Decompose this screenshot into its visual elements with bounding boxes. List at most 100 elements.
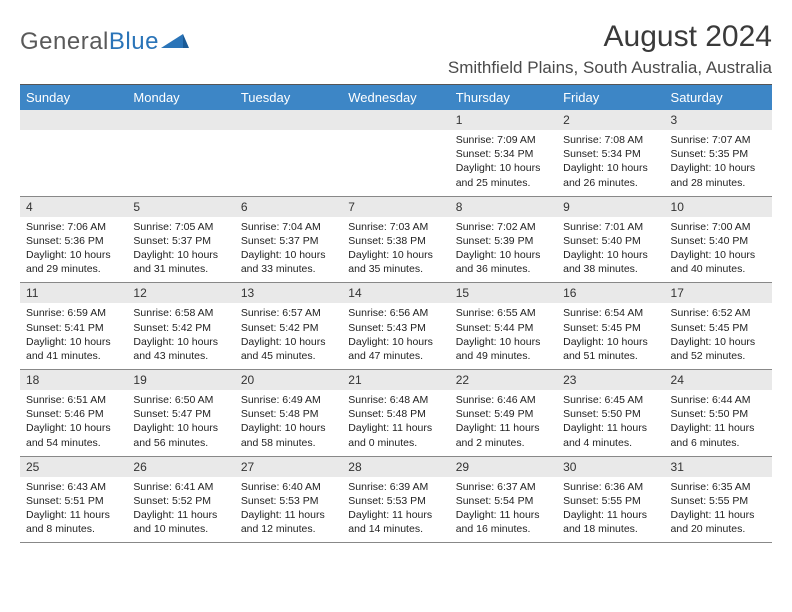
day-number: 1 [450,110,557,130]
calendar-day-cell: 26Sunrise: 6:41 AMSunset: 5:52 PMDayligh… [127,456,234,543]
day-number: 24 [665,370,772,390]
calendar-table: SundayMondayTuesdayWednesdayThursdayFrid… [20,85,772,543]
day-number: 4 [20,197,127,217]
day-number: 21 [342,370,449,390]
day-number: 19 [127,370,234,390]
header: GeneralBlue August 2024 Smithfield Plain… [20,20,772,78]
day-data: Sunrise: 7:07 AMSunset: 5:35 PMDaylight:… [665,130,772,196]
day-number: 31 [665,457,772,477]
month-title: August 2024 [448,20,772,54]
calendar-day-cell: 16Sunrise: 6:54 AMSunset: 5:45 PMDayligh… [557,283,664,370]
day-data: Sunrise: 6:48 AMSunset: 5:48 PMDaylight:… [342,390,449,456]
day-data: Sunrise: 6:46 AMSunset: 5:49 PMDaylight:… [450,390,557,456]
day-number: 18 [20,370,127,390]
logo-triangle-icon [161,30,189,55]
day-number: 12 [127,283,234,303]
day-data: Sunrise: 6:35 AMSunset: 5:55 PMDaylight:… [665,477,772,543]
calendar-day-cell: 28Sunrise: 6:39 AMSunset: 5:53 PMDayligh… [342,456,449,543]
calendar-day-cell: 11Sunrise: 6:59 AMSunset: 5:41 PMDayligh… [20,283,127,370]
day-data: Sunrise: 6:45 AMSunset: 5:50 PMDaylight:… [557,390,664,456]
day-data: Sunrise: 7:02 AMSunset: 5:39 PMDaylight:… [450,217,557,283]
logo-text-general: General [20,28,109,55]
day-data: Sunrise: 6:57 AMSunset: 5:42 PMDaylight:… [235,303,342,369]
day-number: 26 [127,457,234,477]
location: Smithfield Plains, South Australia, Aust… [448,58,772,78]
day-data: Sunrise: 6:44 AMSunset: 5:50 PMDaylight:… [665,390,772,456]
calendar-day-cell: 2Sunrise: 7:08 AMSunset: 5:34 PMDaylight… [557,110,664,196]
calendar-week-row: 4Sunrise: 7:06 AMSunset: 5:36 PMDaylight… [20,196,772,283]
logo: GeneralBlue [20,28,189,56]
day-number: 10 [665,197,772,217]
day-number: 5 [127,197,234,217]
day-number: 13 [235,283,342,303]
day-number: 8 [450,197,557,217]
calendar-day-cell: 5Sunrise: 7:05 AMSunset: 5:37 PMDaylight… [127,196,234,283]
day-header: Saturday [665,85,772,110]
day-number: 29 [450,457,557,477]
day-data: Sunrise: 6:50 AMSunset: 5:47 PMDaylight:… [127,390,234,456]
day-data: Sunrise: 7:09 AMSunset: 5:34 PMDaylight:… [450,130,557,196]
calendar-day-cell: 12Sunrise: 6:58 AMSunset: 5:42 PMDayligh… [127,283,234,370]
day-data: Sunrise: 6:49 AMSunset: 5:48 PMDaylight:… [235,390,342,456]
day-header: Friday [557,85,664,110]
calendar-day-cell: 9Sunrise: 7:01 AMSunset: 5:40 PMDaylight… [557,196,664,283]
calendar-week-row: 1Sunrise: 7:09 AMSunset: 5:34 PMDaylight… [20,110,772,196]
day-data: Sunrise: 7:08 AMSunset: 5:34 PMDaylight:… [557,130,664,196]
day-header: Wednesday [342,85,449,110]
day-number: 9 [557,197,664,217]
day-number: 25 [20,457,127,477]
day-data: Sunrise: 6:51 AMSunset: 5:46 PMDaylight:… [20,390,127,456]
day-data: Sunrise: 6:39 AMSunset: 5:53 PMDaylight:… [342,477,449,543]
day-number: 22 [450,370,557,390]
calendar-day-cell [235,110,342,196]
day-data: Sunrise: 6:52 AMSunset: 5:45 PMDaylight:… [665,303,772,369]
calendar-week-row: 25Sunrise: 6:43 AMSunset: 5:51 PMDayligh… [20,456,772,543]
day-number: 20 [235,370,342,390]
day-number: 7 [342,197,449,217]
day-number: 23 [557,370,664,390]
calendar-day-cell: 10Sunrise: 7:00 AMSunset: 5:40 PMDayligh… [665,196,772,283]
day-number: 14 [342,283,449,303]
day-header: Tuesday [235,85,342,110]
day-data: Sunrise: 6:37 AMSunset: 5:54 PMDaylight:… [450,477,557,543]
calendar-day-cell: 24Sunrise: 6:44 AMSunset: 5:50 PMDayligh… [665,370,772,457]
day-data: Sunrise: 6:55 AMSunset: 5:44 PMDaylight:… [450,303,557,369]
day-number: 15 [450,283,557,303]
calendar-day-cell: 15Sunrise: 6:55 AMSunset: 5:44 PMDayligh… [450,283,557,370]
calendar-day-cell: 27Sunrise: 6:40 AMSunset: 5:53 PMDayligh… [235,456,342,543]
day-data: Sunrise: 7:01 AMSunset: 5:40 PMDaylight:… [557,217,664,283]
calendar-day-cell: 3Sunrise: 7:07 AMSunset: 5:35 PMDaylight… [665,110,772,196]
calendar-day-cell: 25Sunrise: 6:43 AMSunset: 5:51 PMDayligh… [20,456,127,543]
day-data: Sunrise: 7:03 AMSunset: 5:38 PMDaylight:… [342,217,449,283]
logo-text-blue: Blue [109,28,159,55]
calendar-body: 1Sunrise: 7:09 AMSunset: 5:34 PMDaylight… [20,110,772,543]
day-data: Sunrise: 6:40 AMSunset: 5:53 PMDaylight:… [235,477,342,543]
calendar-day-cell: 19Sunrise: 6:50 AMSunset: 5:47 PMDayligh… [127,370,234,457]
day-number: 28 [342,457,449,477]
day-header-row: SundayMondayTuesdayWednesdayThursdayFrid… [20,85,772,110]
calendar-day-cell [127,110,234,196]
day-header: Sunday [20,85,127,110]
calendar-day-cell: 31Sunrise: 6:35 AMSunset: 5:55 PMDayligh… [665,456,772,543]
day-data: Sunrise: 6:41 AMSunset: 5:52 PMDaylight:… [127,477,234,543]
calendar-day-cell: 21Sunrise: 6:48 AMSunset: 5:48 PMDayligh… [342,370,449,457]
day-data: Sunrise: 6:36 AMSunset: 5:55 PMDaylight:… [557,477,664,543]
calendar-day-cell: 18Sunrise: 6:51 AMSunset: 5:46 PMDayligh… [20,370,127,457]
day-data: Sunrise: 6:43 AMSunset: 5:51 PMDaylight:… [20,477,127,543]
calendar-day-cell: 6Sunrise: 7:04 AMSunset: 5:37 PMDaylight… [235,196,342,283]
day-number: 27 [235,457,342,477]
day-data: Sunrise: 6:58 AMSunset: 5:42 PMDaylight:… [127,303,234,369]
title-block: August 2024 Smithfield Plains, South Aus… [448,20,772,78]
calendar-day-cell: 4Sunrise: 7:06 AMSunset: 5:36 PMDaylight… [20,196,127,283]
day-number: 2 [557,110,664,130]
calendar-day-cell [342,110,449,196]
day-data: Sunrise: 6:59 AMSunset: 5:41 PMDaylight:… [20,303,127,369]
day-data: Sunrise: 7:05 AMSunset: 5:37 PMDaylight:… [127,217,234,283]
calendar-day-cell: 8Sunrise: 7:02 AMSunset: 5:39 PMDaylight… [450,196,557,283]
day-number: 3 [665,110,772,130]
calendar-day-cell [20,110,127,196]
calendar-day-cell: 30Sunrise: 6:36 AMSunset: 5:55 PMDayligh… [557,456,664,543]
calendar-week-row: 11Sunrise: 6:59 AMSunset: 5:41 PMDayligh… [20,283,772,370]
day-data: Sunrise: 7:00 AMSunset: 5:40 PMDaylight:… [665,217,772,283]
day-number: 17 [665,283,772,303]
